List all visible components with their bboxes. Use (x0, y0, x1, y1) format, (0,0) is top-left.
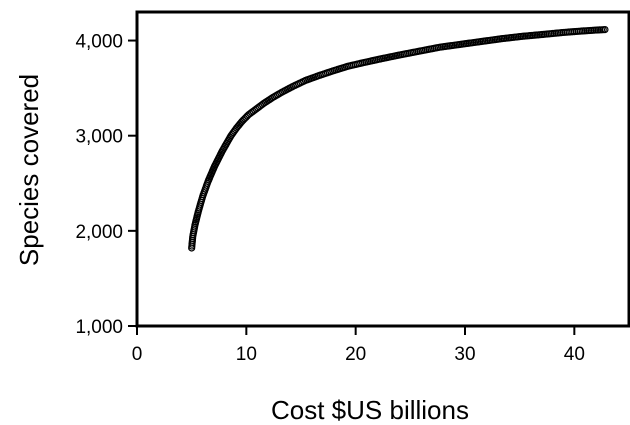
plot-area-frame (135, 10, 630, 328)
x-tick-label: 20 (345, 344, 366, 365)
data-point (601, 26, 609, 34)
x-axis-title: Cost $US billions (271, 395, 469, 425)
x-axis: 0 10 20 30 40 (132, 326, 585, 365)
x-tick-label: 10 (236, 344, 257, 365)
y-tick-label: 1,000 (75, 317, 123, 338)
y-axis: 1,000 2,000 3,000 4,000 (75, 32, 137, 338)
x-tick-label: 0 (132, 344, 143, 365)
x-tick-label: 40 (564, 344, 585, 365)
data-points (188, 26, 609, 252)
y-tick-label: 3,000 (75, 127, 123, 148)
y-tick-label: 4,000 (75, 32, 123, 53)
y-tick-label: 2,000 (75, 222, 123, 243)
x-tick-label: 30 (454, 344, 475, 365)
y-axis-title: Species covered (14, 74, 44, 266)
